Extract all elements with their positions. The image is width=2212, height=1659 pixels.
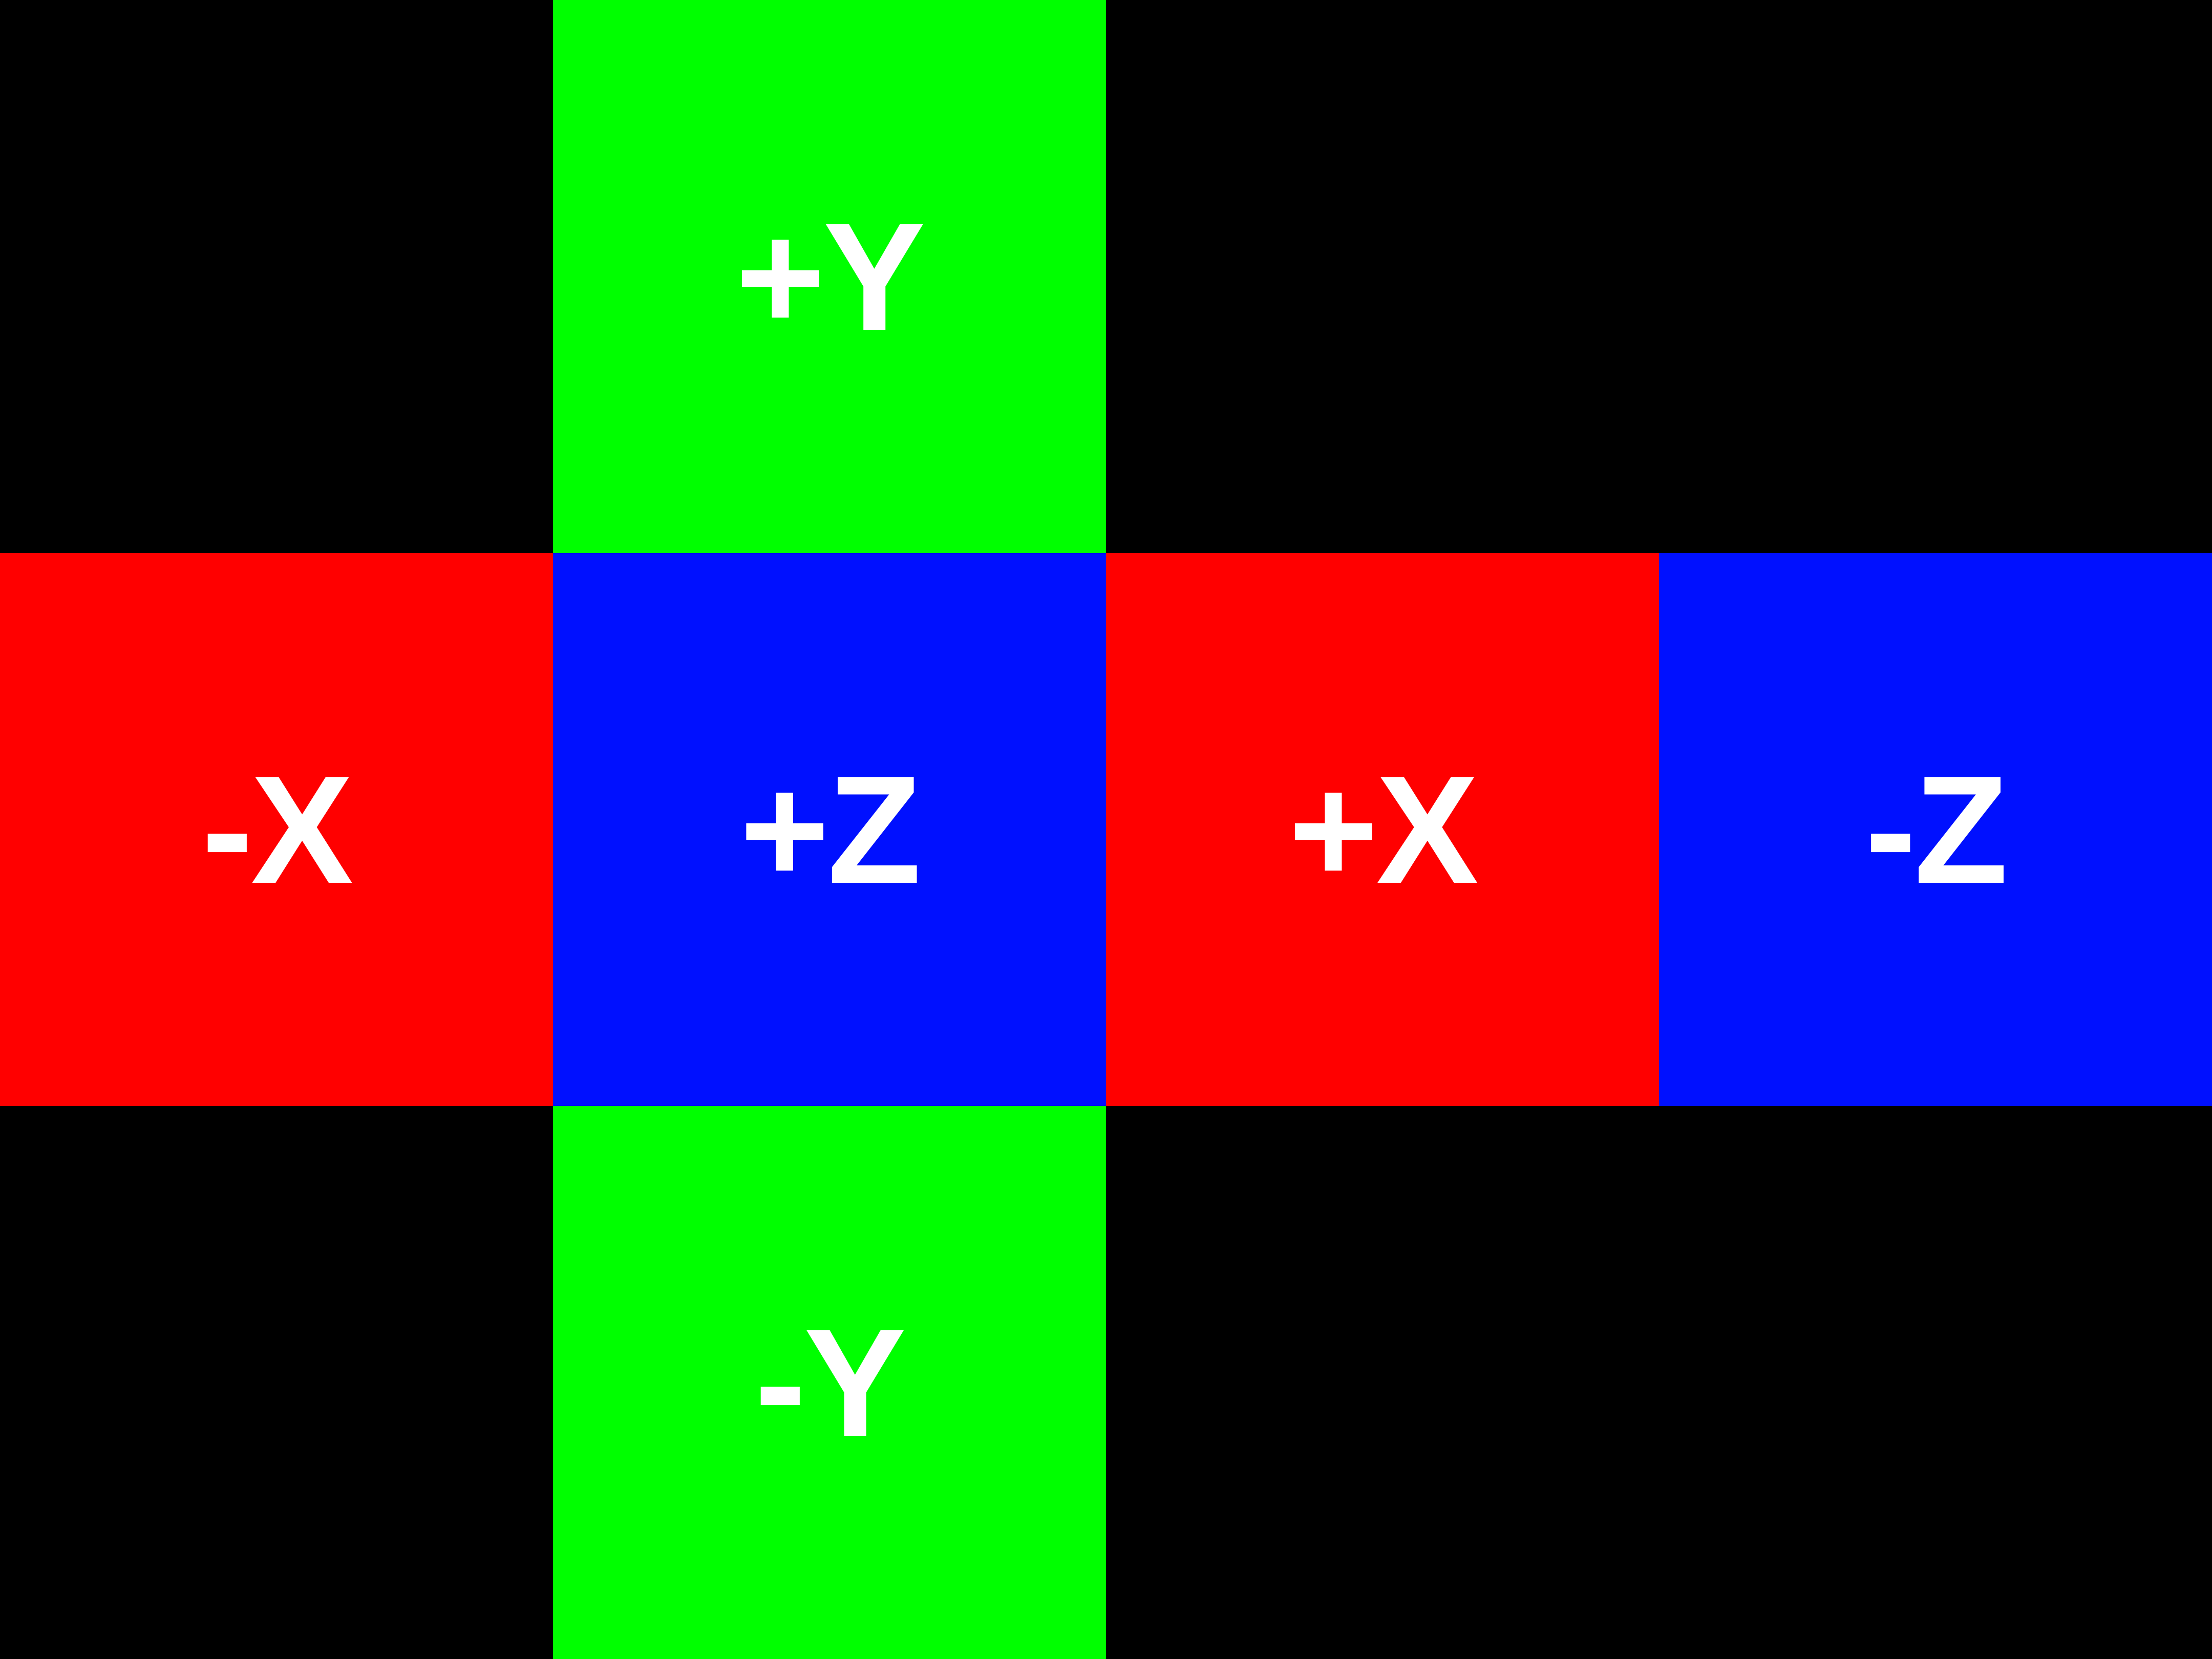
face-neg-x: -X bbox=[0, 553, 553, 1106]
face-pos-x: +X bbox=[1106, 553, 1659, 1106]
face-neg-y: -Y bbox=[553, 1106, 1106, 1659]
face-label-neg-y: -Y bbox=[755, 1296, 906, 1469]
face-pos-z: +Z bbox=[553, 553, 1106, 1106]
face-label-pos-y: +Y bbox=[735, 190, 925, 363]
face-pos-y: +Y bbox=[553, 0, 1106, 553]
face-label-pos-z: +Z bbox=[739, 743, 921, 916]
face-label-neg-z: -Z bbox=[1865, 743, 2008, 916]
face-label-pos-x: +X bbox=[1288, 743, 1478, 916]
face-neg-z: -Z bbox=[1659, 553, 2212, 1106]
face-label-neg-x: -X bbox=[202, 743, 353, 916]
